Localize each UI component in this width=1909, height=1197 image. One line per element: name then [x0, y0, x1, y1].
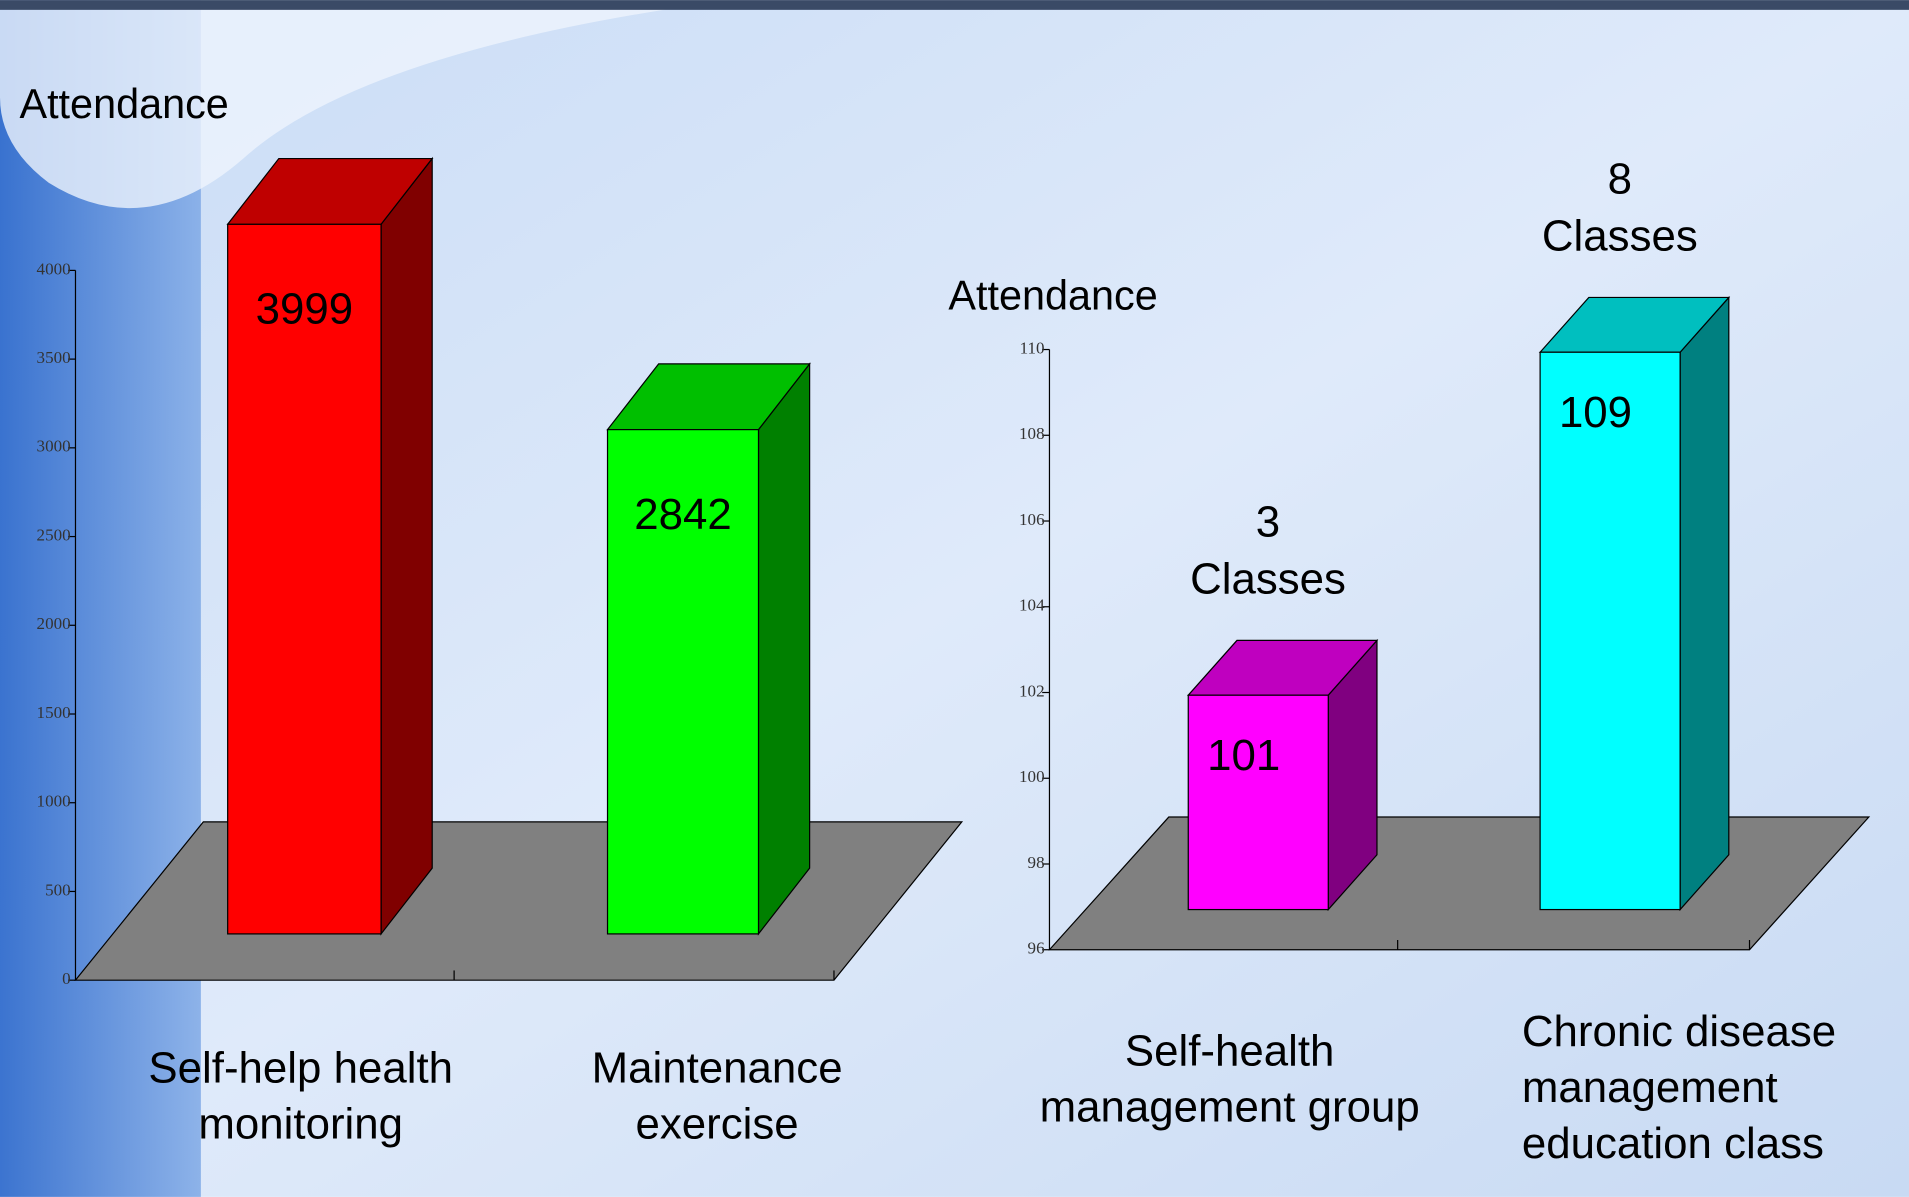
- y-axis-title: Attendance: [948, 272, 1157, 318]
- data-label: 109: [1559, 388, 1632, 437]
- x-tick-label: Self-help health monitoring: [106, 1040, 496, 1152]
- y-tick-label: 1000: [37, 792, 71, 811]
- x-tick-label: Self-health management group: [1011, 1023, 1449, 1135]
- bar-side: [1680, 297, 1729, 909]
- y-tick-label: 106: [1019, 510, 1045, 529]
- y-tick-label: 500: [45, 880, 71, 899]
- x-label-box: Self-help health monitoring: [106, 1040, 496, 1197]
- y-tick-label: 96: [1028, 939, 1046, 958]
- x-label-box: Maintenance exercise: [534, 1040, 899, 1197]
- page: {"chart_data": [ {"type": "bar", "y_labe…: [0, 0, 1909, 1197]
- y-tick-label: 110: [1020, 338, 1045, 357]
- y-tick-label: 3000: [37, 437, 71, 456]
- y-tick-label: 2500: [37, 525, 71, 544]
- y-tick-label: 3500: [37, 348, 71, 367]
- floor: [1049, 817, 1868, 950]
- y-tick-label: 0: [62, 969, 71, 988]
- y-tick-label: 1500: [37, 703, 71, 722]
- y-tick-label: 102: [1019, 681, 1045, 700]
- floor: [75, 822, 961, 980]
- x-tick-label: Chronic disease management education cla…: [1522, 1003, 1899, 1171]
- x-tick-label: Maintenance exercise: [534, 1040, 899, 1152]
- annotation: Classes: [1190, 555, 1346, 604]
- x-label-box: Self-health management group: [1011, 1023, 1449, 1193]
- top-bar: [0, 0, 1909, 10]
- annotation: 3: [1256, 497, 1280, 546]
- data-label: 101: [1207, 731, 1280, 780]
- x-label-box: Chronic disease management education cla…: [1522, 1003, 1899, 1173]
- data-label: 3999: [256, 285, 353, 334]
- annotation: Classes: [1542, 212, 1698, 261]
- y-tick-label: 108: [1019, 424, 1045, 443]
- bar: [608, 364, 810, 934]
- slide: 0 500 1000 1500 2000 2500 3000 3500 4000 Attendan…: [0, 0, 1909, 1197]
- bar-side: [758, 364, 809, 934]
- y-tick-label: 4000: [37, 259, 71, 278]
- data-label: 2842: [634, 490, 731, 539]
- y-tick-label: 104: [1019, 596, 1045, 615]
- bar-front: [1188, 695, 1328, 909]
- y-axis-title: Attendance: [19, 81, 228, 127]
- bar: [228, 159, 433, 934]
- annotation: 8: [1608, 154, 1632, 203]
- y-tick-label: 98: [1028, 853, 1045, 872]
- y-tick-label: 2000: [37, 614, 71, 633]
- bar-side: [381, 159, 432, 934]
- y-tick-label: 100: [1019, 767, 1045, 786]
